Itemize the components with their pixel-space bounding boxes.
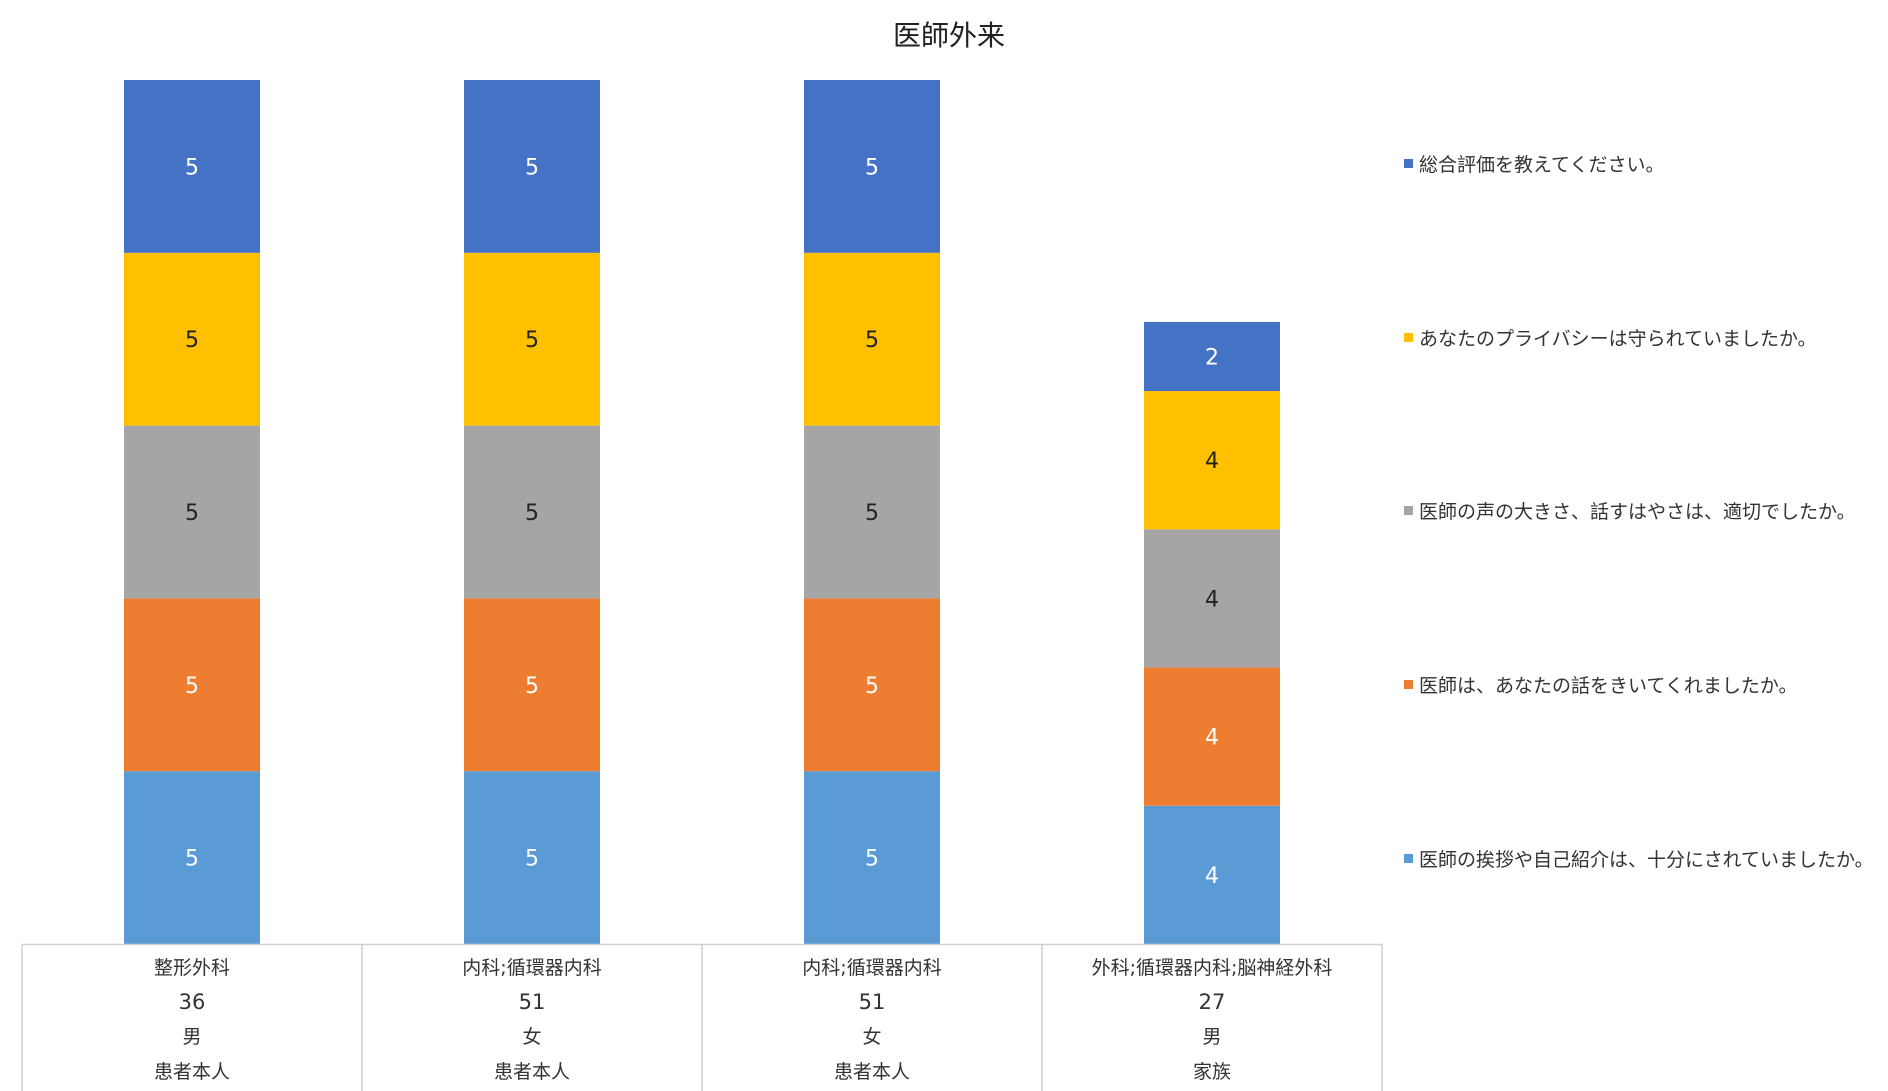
chart-title: 医師外来 (893, 19, 1005, 52)
bar-segment-s1-c1 (464, 598, 600, 772)
data-label-s0-c0: 5 (185, 847, 199, 872)
bar-segment-s2-c0 (124, 425, 260, 599)
category-label-c0-l1: 36 (179, 990, 206, 1014)
bar-segment-s3-c2 (804, 252, 940, 426)
data-label-s0-c2: 5 (865, 847, 879, 872)
legend-label-0: 総合評価を教えてください。 (1419, 154, 1664, 176)
legend-swatch-1 (1404, 333, 1413, 342)
legend-label-4: 医師の挨拶や自己紹介は、十分にされていましたか。 (1419, 849, 1874, 871)
data-label-s2-c3: 4 (1205, 587, 1219, 612)
bar-segment-s3-c1 (464, 252, 600, 426)
category-label-c0-l2: 男 (182, 1026, 201, 1048)
legend-swatch-3 (1404, 680, 1413, 689)
category-label-c0-l3: 患者本人 (154, 1061, 230, 1083)
data-label-s2-c2: 5 (865, 501, 879, 526)
bar-segment-s0-c0 (124, 771, 260, 944)
data-label-s0-c3: 4 (1205, 864, 1219, 889)
bar-segment-s2-c2 (804, 425, 940, 599)
category-label-c2-l1: 51 (859, 990, 886, 1014)
legend-swatch-4 (1404, 854, 1413, 863)
bars-group (124, 80, 1280, 944)
data-label-s4-c0: 5 (185, 155, 199, 180)
category-label-c0-l0: 整形外科 (154, 957, 230, 979)
legend-label-3: 医師は、あなたの話をきいてくれましたか。 (1419, 675, 1797, 697)
bar-segment-s4-c2 (804, 80, 940, 253)
category-label-c3-l1: 27 (1199, 990, 1226, 1014)
bar-segment-s4-c3 (1144, 321, 1280, 392)
data-label-s2-c1: 5 (525, 501, 539, 526)
category-label-c2-l3: 患者本人 (834, 1061, 910, 1083)
data-label-s2-c0: 5 (185, 501, 199, 526)
legend-label-1: あなたのプライバシーは守られていましたか。 (1419, 328, 1817, 350)
legend-label-2: 医師の声の大きさ、話すはやさは、適切でしたか。 (1419, 501, 1856, 523)
category-label-c2-l0: 内科;循環器内科 (802, 957, 941, 979)
bar-segment-s2-c3 (1144, 529, 1280, 668)
data-label-s4-c2: 5 (865, 155, 879, 180)
data-label-s1-c1: 5 (525, 674, 539, 699)
data-label-s3-c1: 5 (525, 328, 539, 353)
legend: 総合評価を教えてください。あなたのプライバシーは守られていましたか。医師の声の大… (1404, 154, 1874, 871)
legend-swatch-2 (1404, 506, 1413, 515)
bar-segment-s4-c0 (124, 80, 260, 253)
data-label-s3-c3: 4 (1205, 449, 1219, 474)
data-labels-group: 5 5 5 5 5 5 5 5 5 5 5 5 5 5 5 4 4 4 4 2 (185, 155, 1219, 888)
bar-segment-s1-c2 (804, 598, 940, 772)
bar-segment-s1-c0 (124, 598, 260, 772)
data-label-s1-c2: 5 (865, 674, 879, 699)
category-label-c2-l2: 女 (862, 1026, 881, 1048)
category-label-c3-l2: 男 (1202, 1026, 1221, 1048)
category-label-c3-l0: 外科;循環器内科;脳神経外科 (1092, 957, 1333, 979)
category-label-c1-l1: 51 (519, 990, 546, 1014)
data-label-s3-c2: 5 (865, 328, 879, 353)
bar-segment-s3-c3 (1144, 391, 1280, 530)
bar-segment-s0-c2 (804, 771, 940, 944)
legend-swatch-0 (1404, 159, 1413, 168)
bar-segment-s1-c3 (1144, 667, 1280, 806)
category-label-c1-l0: 内科;循環器内科 (462, 957, 601, 979)
category-label-c3-l3: 家族 (1193, 1061, 1231, 1083)
data-label-s4-c1: 5 (525, 155, 539, 180)
category-label-c1-l2: 女 (522, 1026, 541, 1048)
category-label-c1-l3: 患者本人 (494, 1061, 570, 1083)
bar-segment-s4-c1 (464, 80, 600, 253)
bar-segment-s3-c0 (124, 252, 260, 426)
bar-segment-s2-c1 (464, 425, 600, 599)
data-label-s3-c0: 5 (185, 328, 199, 353)
data-label-s4-c3: 2 (1205, 345, 1219, 370)
data-label-s1-c3: 4 (1205, 726, 1219, 751)
bar-segment-s0-c1 (464, 771, 600, 944)
bar-segment-s0-c3 (1144, 805, 1280, 944)
data-label-s0-c1: 5 (525, 847, 539, 872)
data-label-s1-c0: 5 (185, 674, 199, 699)
